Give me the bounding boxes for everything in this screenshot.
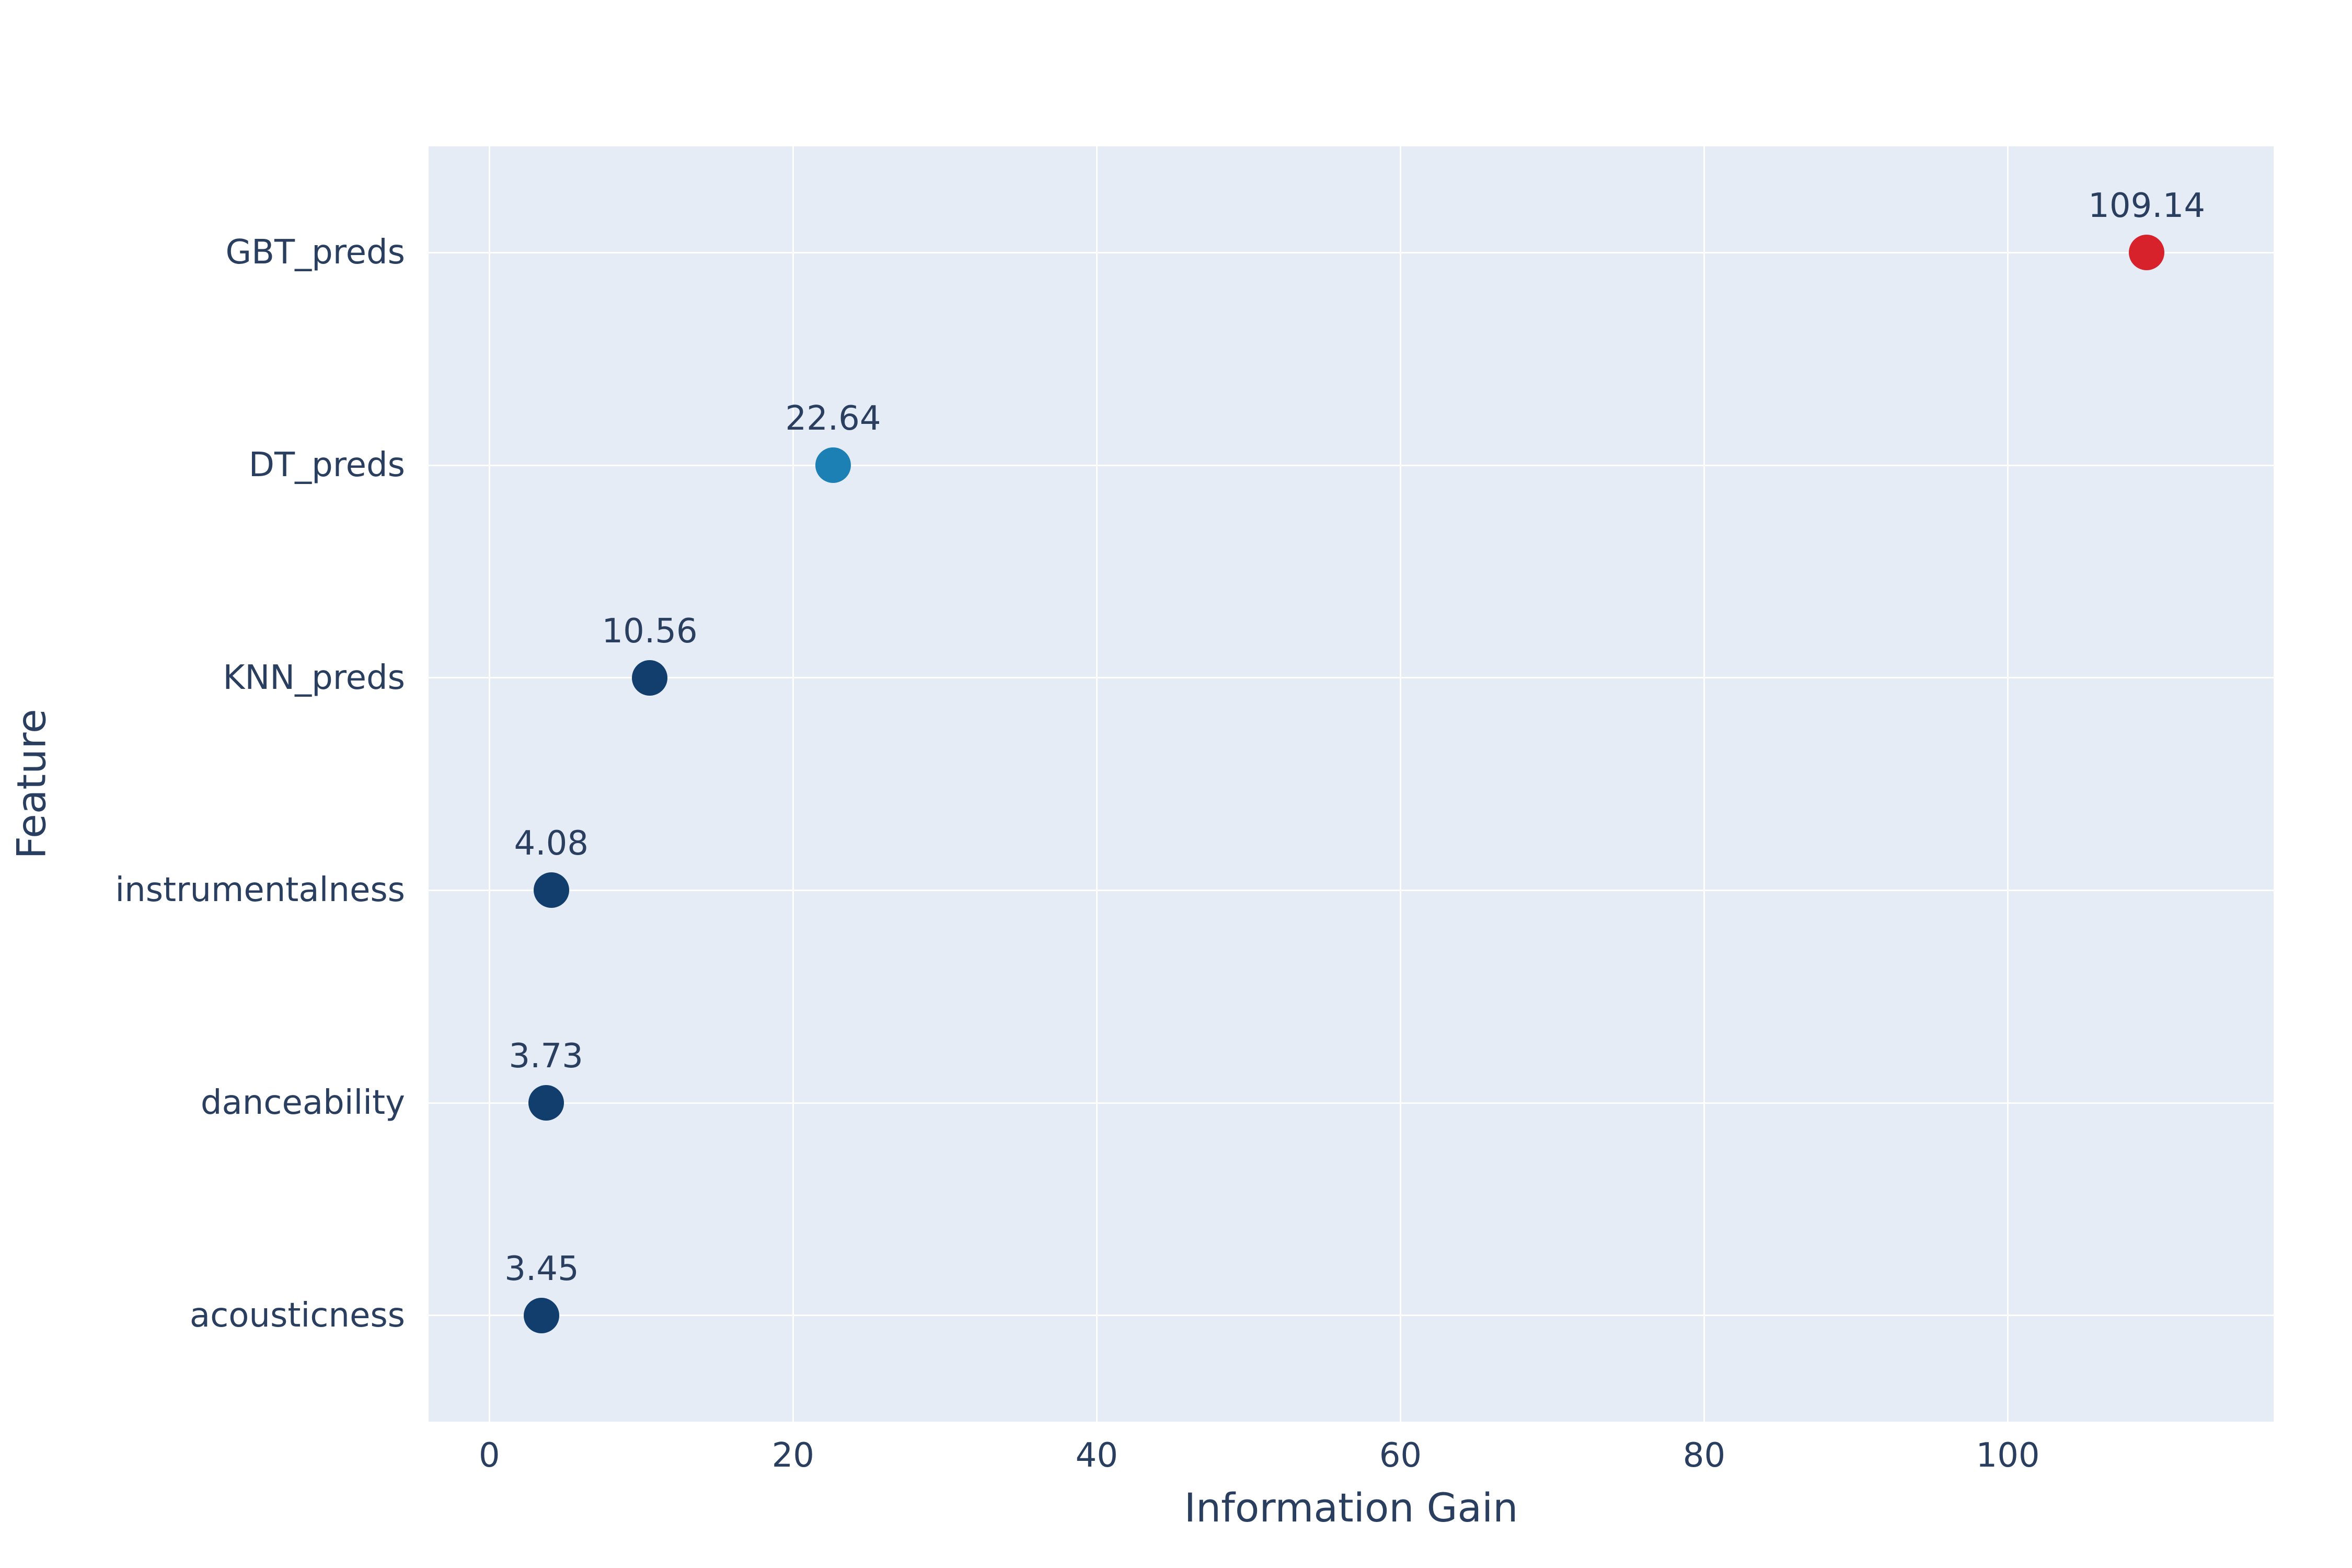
x-axis-title: Information Gain	[1184, 1484, 1518, 1531]
y-category-label: instrumentalness	[115, 871, 405, 910]
gridline-horizontal	[429, 251, 2274, 253]
x-tick-label: 0	[478, 1436, 500, 1475]
x-tick-label: 80	[1682, 1436, 1726, 1475]
point-value-label: 3.73	[509, 1037, 583, 1076]
gridline-horizontal	[429, 1102, 2274, 1104]
data-point[interactable]	[528, 1085, 564, 1121]
gridline-vertical	[792, 146, 794, 1422]
x-tick-label: 60	[1379, 1436, 1422, 1475]
gridline-vertical	[2007, 146, 2009, 1422]
point-value-label: 4.08	[514, 824, 589, 863]
data-point[interactable]	[632, 660, 668, 696]
y-axis-title: Feature	[8, 709, 55, 859]
gridline-horizontal	[429, 677, 2274, 679]
gridline-vertical	[488, 146, 490, 1422]
point-value-label: 10.56	[602, 612, 698, 651]
x-tick-label: 40	[1075, 1436, 1119, 1475]
data-point[interactable]	[2129, 235, 2165, 271]
x-tick-label: 100	[1976, 1436, 2040, 1475]
data-point[interactable]	[533, 872, 569, 908]
plot-area	[429, 146, 2274, 1422]
gridline-vertical	[1703, 146, 1705, 1422]
y-category-label: danceability	[200, 1083, 405, 1122]
y-category-label: GBT_preds	[225, 233, 405, 272]
data-point[interactable]	[524, 1297, 560, 1333]
gridline-horizontal	[429, 1315, 2274, 1317]
point-value-label: 22.64	[785, 399, 881, 438]
x-tick-label: 20	[771, 1436, 814, 1475]
point-value-label: 109.14	[2088, 187, 2206, 226]
y-category-label: DT_preds	[248, 446, 405, 485]
gridline-horizontal	[429, 889, 2274, 891]
gridline-vertical	[1096, 146, 1098, 1422]
y-category-label: acousticness	[189, 1296, 405, 1335]
gridline-horizontal	[429, 464, 2274, 466]
data-point[interactable]	[815, 447, 851, 483]
y-category-label: KNN_preds	[223, 658, 405, 697]
point-value-label: 3.45	[504, 1249, 579, 1288]
gridline-vertical	[1399, 146, 1401, 1422]
